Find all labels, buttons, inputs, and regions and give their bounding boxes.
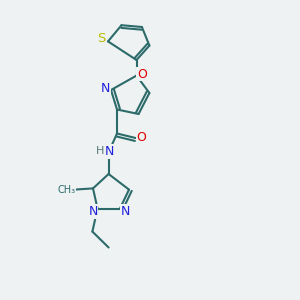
Text: CH₃: CH₃ <box>58 184 76 195</box>
Text: O: O <box>137 131 146 144</box>
Text: N: N <box>101 82 110 95</box>
Text: N: N <box>104 145 114 158</box>
Text: O: O <box>137 68 147 81</box>
Text: S: S <box>97 32 106 46</box>
Text: H: H <box>95 146 104 157</box>
Text: N: N <box>121 205 130 218</box>
Text: N: N <box>88 205 98 218</box>
